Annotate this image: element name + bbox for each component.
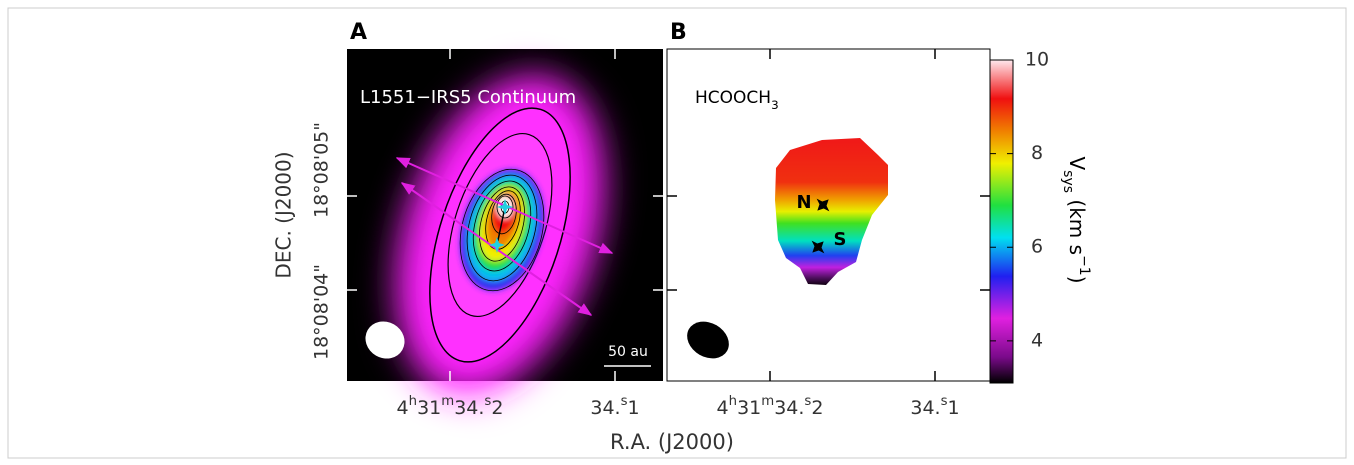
ticks xyxy=(667,49,990,381)
panel-b: N S HCOOCH3 B xyxy=(666,20,991,382)
text-segment: 3 xyxy=(771,98,779,112)
text-segment: h xyxy=(409,394,417,409)
text-segment: m xyxy=(761,394,774,409)
colorbar-label: Vsys (km s−1) xyxy=(1060,156,1092,283)
text-segment: 2 xyxy=(491,397,503,419)
text-segment: 34. xyxy=(590,397,620,419)
source-label: N xyxy=(796,192,811,213)
source-marker xyxy=(811,240,825,254)
text-segment: s xyxy=(941,394,948,409)
text-segment: h xyxy=(729,394,737,409)
colorbar-tick-label: 6 xyxy=(1031,236,1043,258)
ticks xyxy=(347,49,663,381)
panel-label: L1551−IRS5 Continuum xyxy=(360,87,576,108)
colorbar-tick-label: 8 xyxy=(1031,142,1043,164)
beam xyxy=(687,321,729,359)
text-segment: 34. xyxy=(774,397,804,419)
text-segment: s xyxy=(804,394,811,409)
source-label: S xyxy=(834,229,847,250)
y-tick-label: 18°08'04" xyxy=(311,264,333,360)
text-segment: s xyxy=(484,394,491,409)
text-segment: HCOOCH xyxy=(695,88,771,108)
beam xyxy=(365,321,405,359)
y-tick-label: 18°08'05" xyxy=(311,122,333,218)
source-marker xyxy=(816,198,830,212)
frame-border xyxy=(7,7,1347,459)
text-segment: sys xyxy=(1060,170,1076,193)
x-tick-label: 34.s1 xyxy=(590,394,639,419)
y-axis-title: DEC. (J2000) xyxy=(272,151,296,278)
text-segment: 31 xyxy=(737,397,761,419)
text-segment: 34. xyxy=(910,397,940,419)
panel-letter: B xyxy=(670,20,687,45)
text-segment: (km s xyxy=(1066,193,1090,255)
text-segment: 1 xyxy=(628,397,640,419)
x-tick-label: 4h31m34.s2 xyxy=(397,394,504,419)
panel-a: 50 au L1551−IRS5 Continuum A xyxy=(347,20,663,395)
text-segment: V xyxy=(1066,156,1090,170)
text-segment: 4 xyxy=(397,397,409,419)
panel-label: HCOOCH3 xyxy=(695,88,779,112)
colorbar-tick-label: 10 xyxy=(1025,49,1049,71)
x-tick-label: 4h31m34.s2 xyxy=(717,394,824,419)
source-marker xyxy=(497,199,513,215)
binary-link xyxy=(496,206,506,246)
text-segment: 2 xyxy=(811,397,823,419)
x-tick-label: 34.s1 xyxy=(910,394,959,419)
colorbar xyxy=(989,59,1014,384)
text-segment: 4 xyxy=(717,397,729,419)
text-segment: −1 xyxy=(1076,255,1092,276)
x-axis-title: R.A. (J2000) xyxy=(610,430,734,454)
panel-letter: A xyxy=(350,20,367,45)
scale-bar-label: 50 au xyxy=(608,344,648,360)
colorbar-tick-label: 4 xyxy=(1031,329,1043,351)
text-segment: 31 xyxy=(417,397,441,419)
text-segment: m xyxy=(441,394,454,409)
text-segment: 34. xyxy=(454,397,484,419)
source-marker xyxy=(489,237,505,253)
text-segment: 1 xyxy=(948,397,960,419)
velocity-map xyxy=(775,138,888,285)
text-segment: ) xyxy=(1066,276,1090,284)
text-segment: s xyxy=(621,394,628,409)
